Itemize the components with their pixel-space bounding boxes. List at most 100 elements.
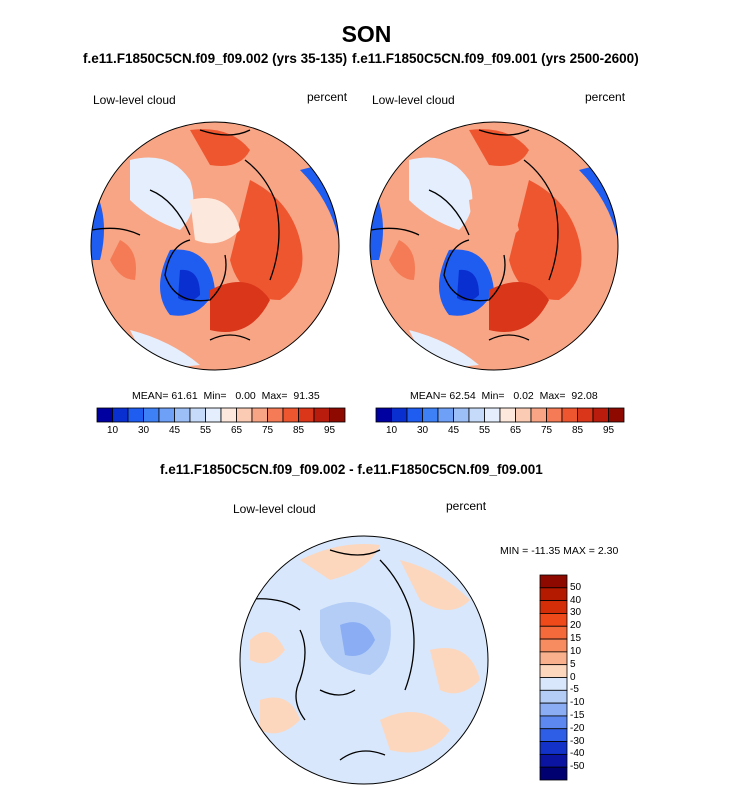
left-map-border: [90, 121, 340, 371]
diff-panel-title: f.e11.F1850C5CN.f09_f09.002 - f.e11.F185…: [160, 462, 543, 477]
right-colorbar-cell: [391, 407, 408, 423]
right-colorbar-cell: [515, 407, 532, 423]
right-colorbar-cell: [406, 407, 423, 423]
right-colorbar-cell: [530, 407, 547, 423]
right-colorbar-tick: 10: [385, 425, 398, 436]
right-colorbar-cell: [484, 407, 501, 423]
difference-colorbar-cell: [539, 741, 568, 755]
right-colorbar-tick: 85: [571, 425, 584, 436]
left-colorbar-cell: [267, 407, 284, 423]
difference-colorbar-cell: [539, 728, 568, 742]
difference-colorbar-tick: -50: [570, 761, 585, 773]
left-stats: MEAN= 61.61 Min= 0.00 Max= 91.35: [132, 390, 320, 402]
left-mean: 61.61: [171, 390, 198, 402]
difference-colorbar-tick: -20: [570, 722, 585, 734]
left-variable-label: Low-level cloud: [93, 93, 176, 107]
difference-colorbar-tick: 10: [570, 645, 582, 657]
left-colorbar-cell: [329, 407, 346, 423]
difference-colorbar-tick: 30: [570, 607, 582, 619]
difference-colorbar-tick: 5: [570, 658, 576, 670]
right-min: 0.02: [513, 390, 534, 402]
right-map-border: [369, 121, 619, 371]
difference-colorbar-cell: [539, 625, 568, 640]
right-colorbar-cell: [375, 407, 392, 423]
difference-colorbar-cell: [539, 574, 568, 589]
left-colorbar-tick: 85: [292, 425, 305, 436]
difference-colorbar-tick: -40: [570, 748, 585, 760]
right-colorbar-tick: 65: [509, 425, 522, 436]
left-map: [91, 122, 339, 370]
left-colorbar-cell: [127, 407, 144, 423]
difference-colorbar-cell: [539, 689, 568, 704]
diff-min-max: MIN = -11.35 MAX = 2.30: [500, 545, 619, 557]
difference-colorbar-cell: [539, 766, 568, 781]
difference-colorbar-cell: [539, 651, 568, 666]
difference-map-border: [239, 535, 489, 785]
difference-colorbar-cell: [539, 638, 568, 653]
difference-map: [240, 536, 488, 784]
left-colorbar-cell: [189, 407, 206, 423]
left-colorbar-tick: 65: [230, 425, 243, 436]
right-units-label: percent: [585, 90, 626, 104]
right-colorbar-cell: [422, 407, 439, 423]
difference-colorbar-tick: -30: [570, 735, 585, 747]
left-panel-title: f.e11.F1850C5CN.f09_f09.002 (yrs 35-135): [83, 51, 348, 66]
difference-colorbar-cell: [539, 613, 568, 627]
left-colorbar-cell: [313, 407, 330, 423]
right-variable-label: Low-level cloud: [372, 93, 455, 107]
right-colorbar-tick: 30: [416, 425, 429, 436]
right-colorbar-cell: [437, 407, 454, 423]
left-colorbar-cell: [298, 407, 315, 423]
left-units-label: percent: [307, 90, 348, 104]
left-colorbar-cell: [282, 407, 299, 423]
left-colorbar-cell: [143, 407, 160, 423]
left-colorbar-cell: [251, 407, 268, 423]
difference-colorbar-cell: [539, 587, 568, 602]
right-colorbar-cell: [592, 407, 609, 423]
difference-colorbar-tick: -5: [570, 684, 579, 696]
left-colorbar-tick: 10: [106, 425, 119, 436]
left-colorbar-cell: [112, 407, 129, 423]
left-colorbar-cell: [205, 407, 222, 423]
left-colorbar-cell: [158, 407, 175, 423]
left-colorbar-cell: [220, 407, 237, 423]
difference-colorbar-cell: [539, 600, 568, 614]
right-colorbar-cell: [546, 407, 563, 423]
right-colorbar-cell: [468, 407, 485, 423]
left-colorbar-tick: 55: [199, 425, 212, 436]
left-colorbar-tick: 45: [168, 425, 181, 436]
difference-colorbar-tick: 0: [570, 671, 576, 683]
left-colorbar-tick: 75: [261, 425, 274, 436]
right-max: 92.08: [571, 390, 598, 402]
diff-variable-label: Low-level cloud: [233, 502, 316, 516]
right-colorbar-cell: [608, 407, 625, 423]
left-colorbar-cell: [96, 407, 113, 423]
left-min: 0.00: [235, 390, 256, 402]
left-colorbar-tick: 95: [323, 425, 336, 436]
right-colorbar-tick: 95: [602, 425, 615, 436]
right-colorbar: [375, 407, 625, 423]
difference-colorbar-cell: [539, 677, 568, 691]
difference-colorbar-tick: 40: [570, 594, 582, 606]
right-stats: MEAN= 62.54 Min= 0.02 Max= 92.08: [410, 390, 598, 402]
right-map: [370, 122, 618, 370]
difference-colorbar-cell: [539, 702, 568, 717]
right-colorbar-cell: [499, 407, 516, 423]
right-colorbar-tick: 75: [540, 425, 553, 436]
left-max: 91.35: [293, 390, 320, 402]
right-colorbar-tick: 55: [478, 425, 491, 436]
difference-colorbar-cell: [539, 664, 568, 678]
main-title: SON: [341, 21, 392, 47]
left-colorbar-cell: [174, 407, 191, 423]
right-colorbar-tick: 45: [447, 425, 460, 436]
left-colorbar-cell: [236, 407, 253, 423]
left-colorbar: [96, 407, 346, 423]
difference-colorbar-cell: [539, 753, 568, 768]
diff-units-label: percent: [446, 499, 487, 513]
difference-colorbar-tick: 15: [570, 633, 582, 645]
right-colorbar-cell: [577, 407, 594, 423]
left-colorbar-tick: 30: [137, 425, 150, 436]
difference-colorbar-tick: -15: [570, 709, 585, 721]
difference-colorbar-tick: 20: [570, 620, 582, 632]
